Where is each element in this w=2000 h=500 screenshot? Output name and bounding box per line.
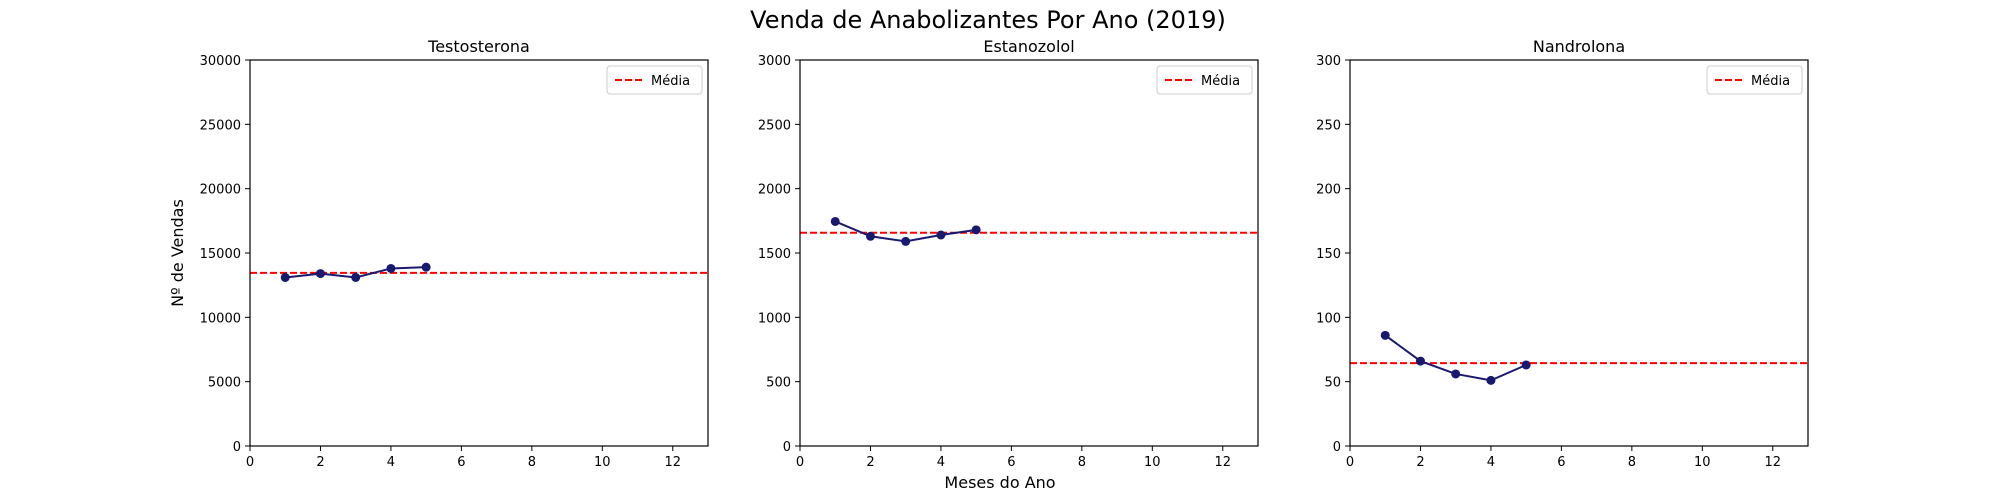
- data-point: [386, 263, 396, 273]
- x-tick-label: 10: [594, 455, 611, 470]
- data-point: [1451, 369, 1461, 379]
- legend: Média: [1156, 65, 1253, 95]
- y-tick-label: 100: [1316, 311, 1341, 326]
- x-tick-label: 12: [1214, 455, 1231, 470]
- y-tick-label: 200: [1316, 183, 1341, 198]
- y-tick-label: 1000: [758, 311, 791, 326]
- legend-label: Média: [651, 74, 690, 89]
- legend-box: [1706, 65, 1803, 95]
- data-point: [830, 216, 840, 226]
- x-tick-label: 8: [1628, 455, 1636, 470]
- figure-xlabel: Meses do Ano: [944, 473, 1055, 492]
- y-tick-label: 15000: [200, 247, 241, 262]
- x-tick-label: 4: [937, 455, 945, 470]
- data-point: [971, 225, 981, 235]
- y-tick-label: 1500: [758, 247, 791, 262]
- y-tick-label: 50: [1324, 376, 1341, 391]
- x-tick-label: 12: [1764, 455, 1781, 470]
- y-tick-label: 3000: [758, 54, 791, 69]
- y-tick-label: 150: [1316, 247, 1341, 262]
- y-tick-label: 0: [1333, 440, 1341, 455]
- x-tick-label: 6: [1557, 455, 1565, 470]
- legend-box: [1156, 65, 1253, 95]
- data-point: [1486, 375, 1496, 385]
- x-tick-label: 2: [316, 455, 324, 470]
- data-point: [1415, 356, 1425, 366]
- x-tick-label: 6: [1007, 455, 1015, 470]
- data-point: [280, 272, 290, 282]
- y-tick-label: 5000: [208, 376, 241, 391]
- y-tick-label: 500: [766, 376, 791, 391]
- subplot-title: Nandrolona: [1533, 37, 1625, 56]
- x-tick-label: 4: [387, 455, 395, 470]
- plot-frame: [249, 59, 709, 447]
- data-point: [315, 269, 325, 279]
- x-tick-label: 0: [1346, 455, 1354, 470]
- y-tick-label: 0: [783, 440, 791, 455]
- x-tick-label: 10: [1694, 455, 1711, 470]
- x-tick-label: 2: [866, 455, 874, 470]
- figure-title: Venda de Anabolizantes Por Ano (2019): [750, 6, 1226, 34]
- x-tick-label: 2: [1416, 455, 1424, 470]
- legend-label: Média: [1751, 74, 1790, 89]
- plot-frame: [799, 59, 1259, 447]
- legend-label: Média: [1201, 74, 1240, 89]
- subplot-title: Estanozolol: [983, 37, 1074, 56]
- data-point: [865, 231, 875, 241]
- x-tick-label: 12: [664, 455, 681, 470]
- plot-frame: [1349, 59, 1809, 447]
- y-tick-label: 300: [1316, 54, 1341, 69]
- y-tick-label: 2000: [758, 183, 791, 198]
- subplot-0: Testosterona 0 2 4 6 8 10 12 0 5000 10000 15000 2000…: [200, 37, 709, 470]
- y-tick-label: 20000: [200, 183, 241, 198]
- x-tick-label: 0: [796, 455, 804, 470]
- y-tick-label: 10000: [200, 311, 241, 326]
- legend-box: [606, 65, 703, 95]
- subplot-2: Nandrolona 0 2 4 6 8 10 12 0 50 100 150 200 250 300 Méd…: [1316, 37, 1809, 470]
- data-point: [421, 262, 431, 272]
- data-point: [901, 236, 911, 246]
- legend: Média: [1706, 65, 1803, 95]
- data-point: [1521, 360, 1531, 370]
- x-tick-label: 8: [528, 455, 536, 470]
- subplot-title: Testosterona: [427, 37, 530, 56]
- x-tick-label: 4: [1487, 455, 1495, 470]
- x-tick-label: 8: [1078, 455, 1086, 470]
- data-point: [351, 272, 361, 282]
- x-tick-label: 10: [1144, 455, 1161, 470]
- x-tick-label: 6: [457, 455, 465, 470]
- y-tick-label: 30000: [200, 54, 241, 69]
- y-tick-label: 250: [1316, 118, 1341, 133]
- subplot-1: Estanozolol 0 2 4 6 8 10 12 0 500 1000 1500 2000 2500…: [758, 37, 1259, 470]
- data-point: [1380, 330, 1390, 340]
- data-point: [936, 230, 946, 240]
- legend: Média: [606, 65, 703, 95]
- y-tick-label: 0: [233, 440, 241, 455]
- y-tick-label: 25000: [200, 118, 241, 133]
- x-tick-label: 0: [246, 455, 254, 470]
- figure-ylabel: Nº de Vendas: [168, 199, 187, 307]
- y-tick-label: 2500: [758, 118, 791, 133]
